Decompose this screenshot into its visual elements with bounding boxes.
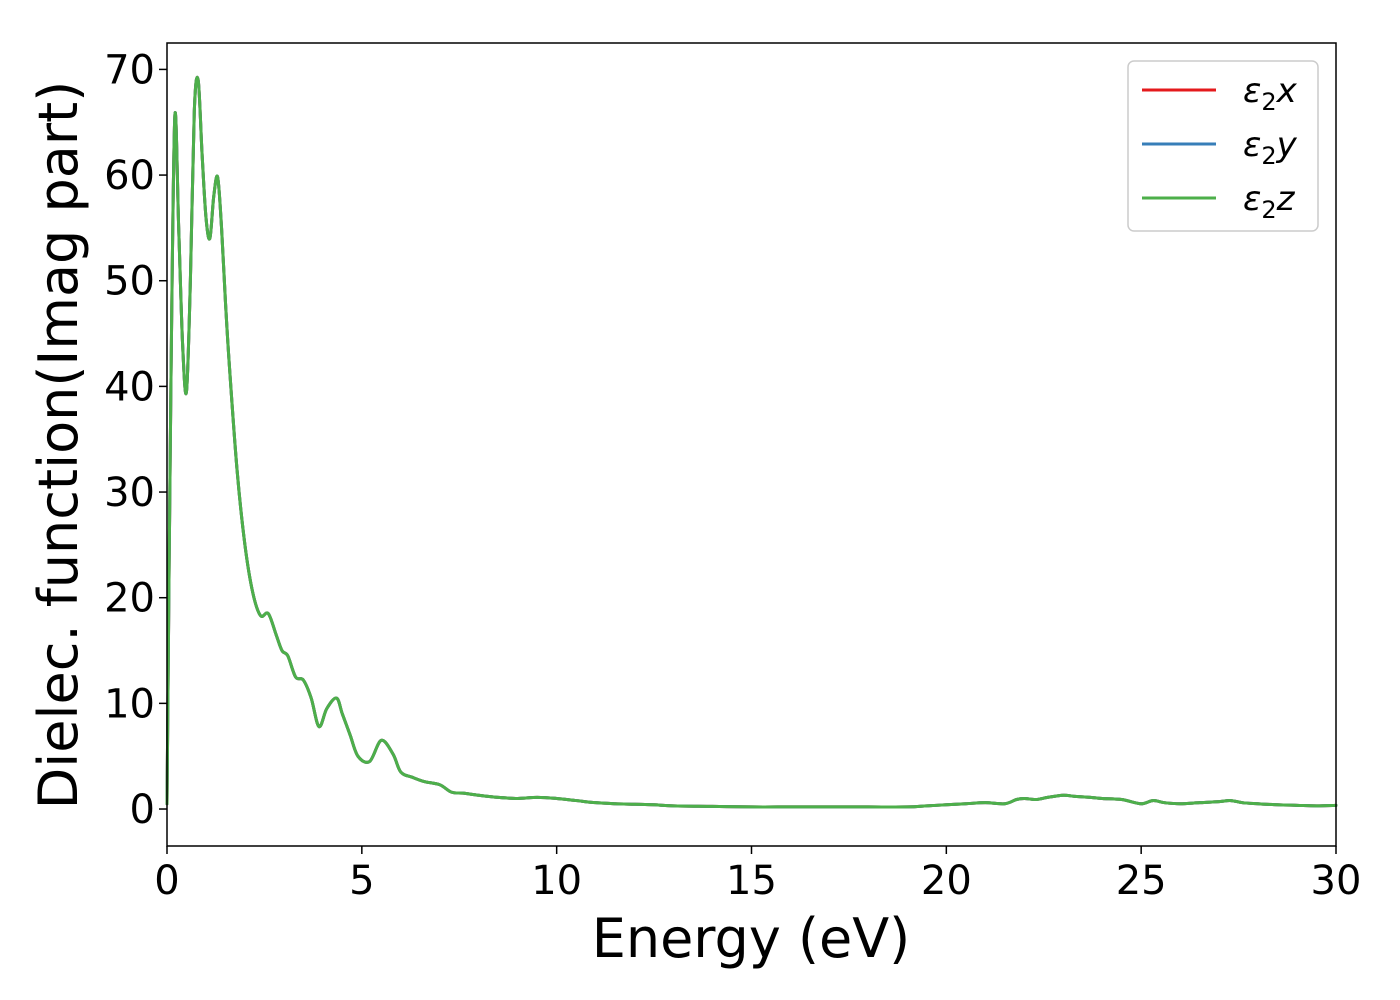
legend-label-z: ε2z (1243, 179, 1296, 224)
series-layer (165, 75, 1338, 809)
x-tick-label: 0 (154, 858, 179, 904)
y-tick-label: 0 (130, 787, 155, 833)
x-tick-label: 15 (726, 858, 777, 904)
x-axis-label: Energy (eV) (592, 907, 911, 970)
y-tick-label: 40 (104, 364, 155, 410)
legend-label-y: ε2y (1243, 125, 1298, 170)
legend-frame (1127, 60, 1319, 232)
y-tick-label: 20 (104, 576, 155, 622)
series-line-z (165, 75, 1338, 809)
legend-label-x: ε2x (1243, 71, 1298, 116)
y-tick-label: 50 (104, 259, 155, 305)
y-tick-label: 60 (104, 153, 155, 199)
y-axis: 0 10 20 30 40 50 60 70 (104, 47, 167, 833)
y-tick-label: 70 (104, 47, 155, 93)
x-tick-label: 25 (1116, 858, 1167, 904)
x-tick-label: 10 (531, 858, 582, 904)
y-axis-label: Dielec. function(Imag part) (27, 81, 90, 810)
x-tick-label: 5 (349, 858, 374, 904)
y-tick-label: 10 (104, 681, 155, 727)
legend: ε2x ε2y ε2z (1127, 60, 1319, 232)
x-tick-label: 20 (921, 858, 972, 904)
y-tick-label: 30 (104, 470, 155, 516)
x-tick-label: 30 (1311, 858, 1362, 904)
x-axis: 0 5 10 15 20 25 30 (154, 846, 1361, 904)
